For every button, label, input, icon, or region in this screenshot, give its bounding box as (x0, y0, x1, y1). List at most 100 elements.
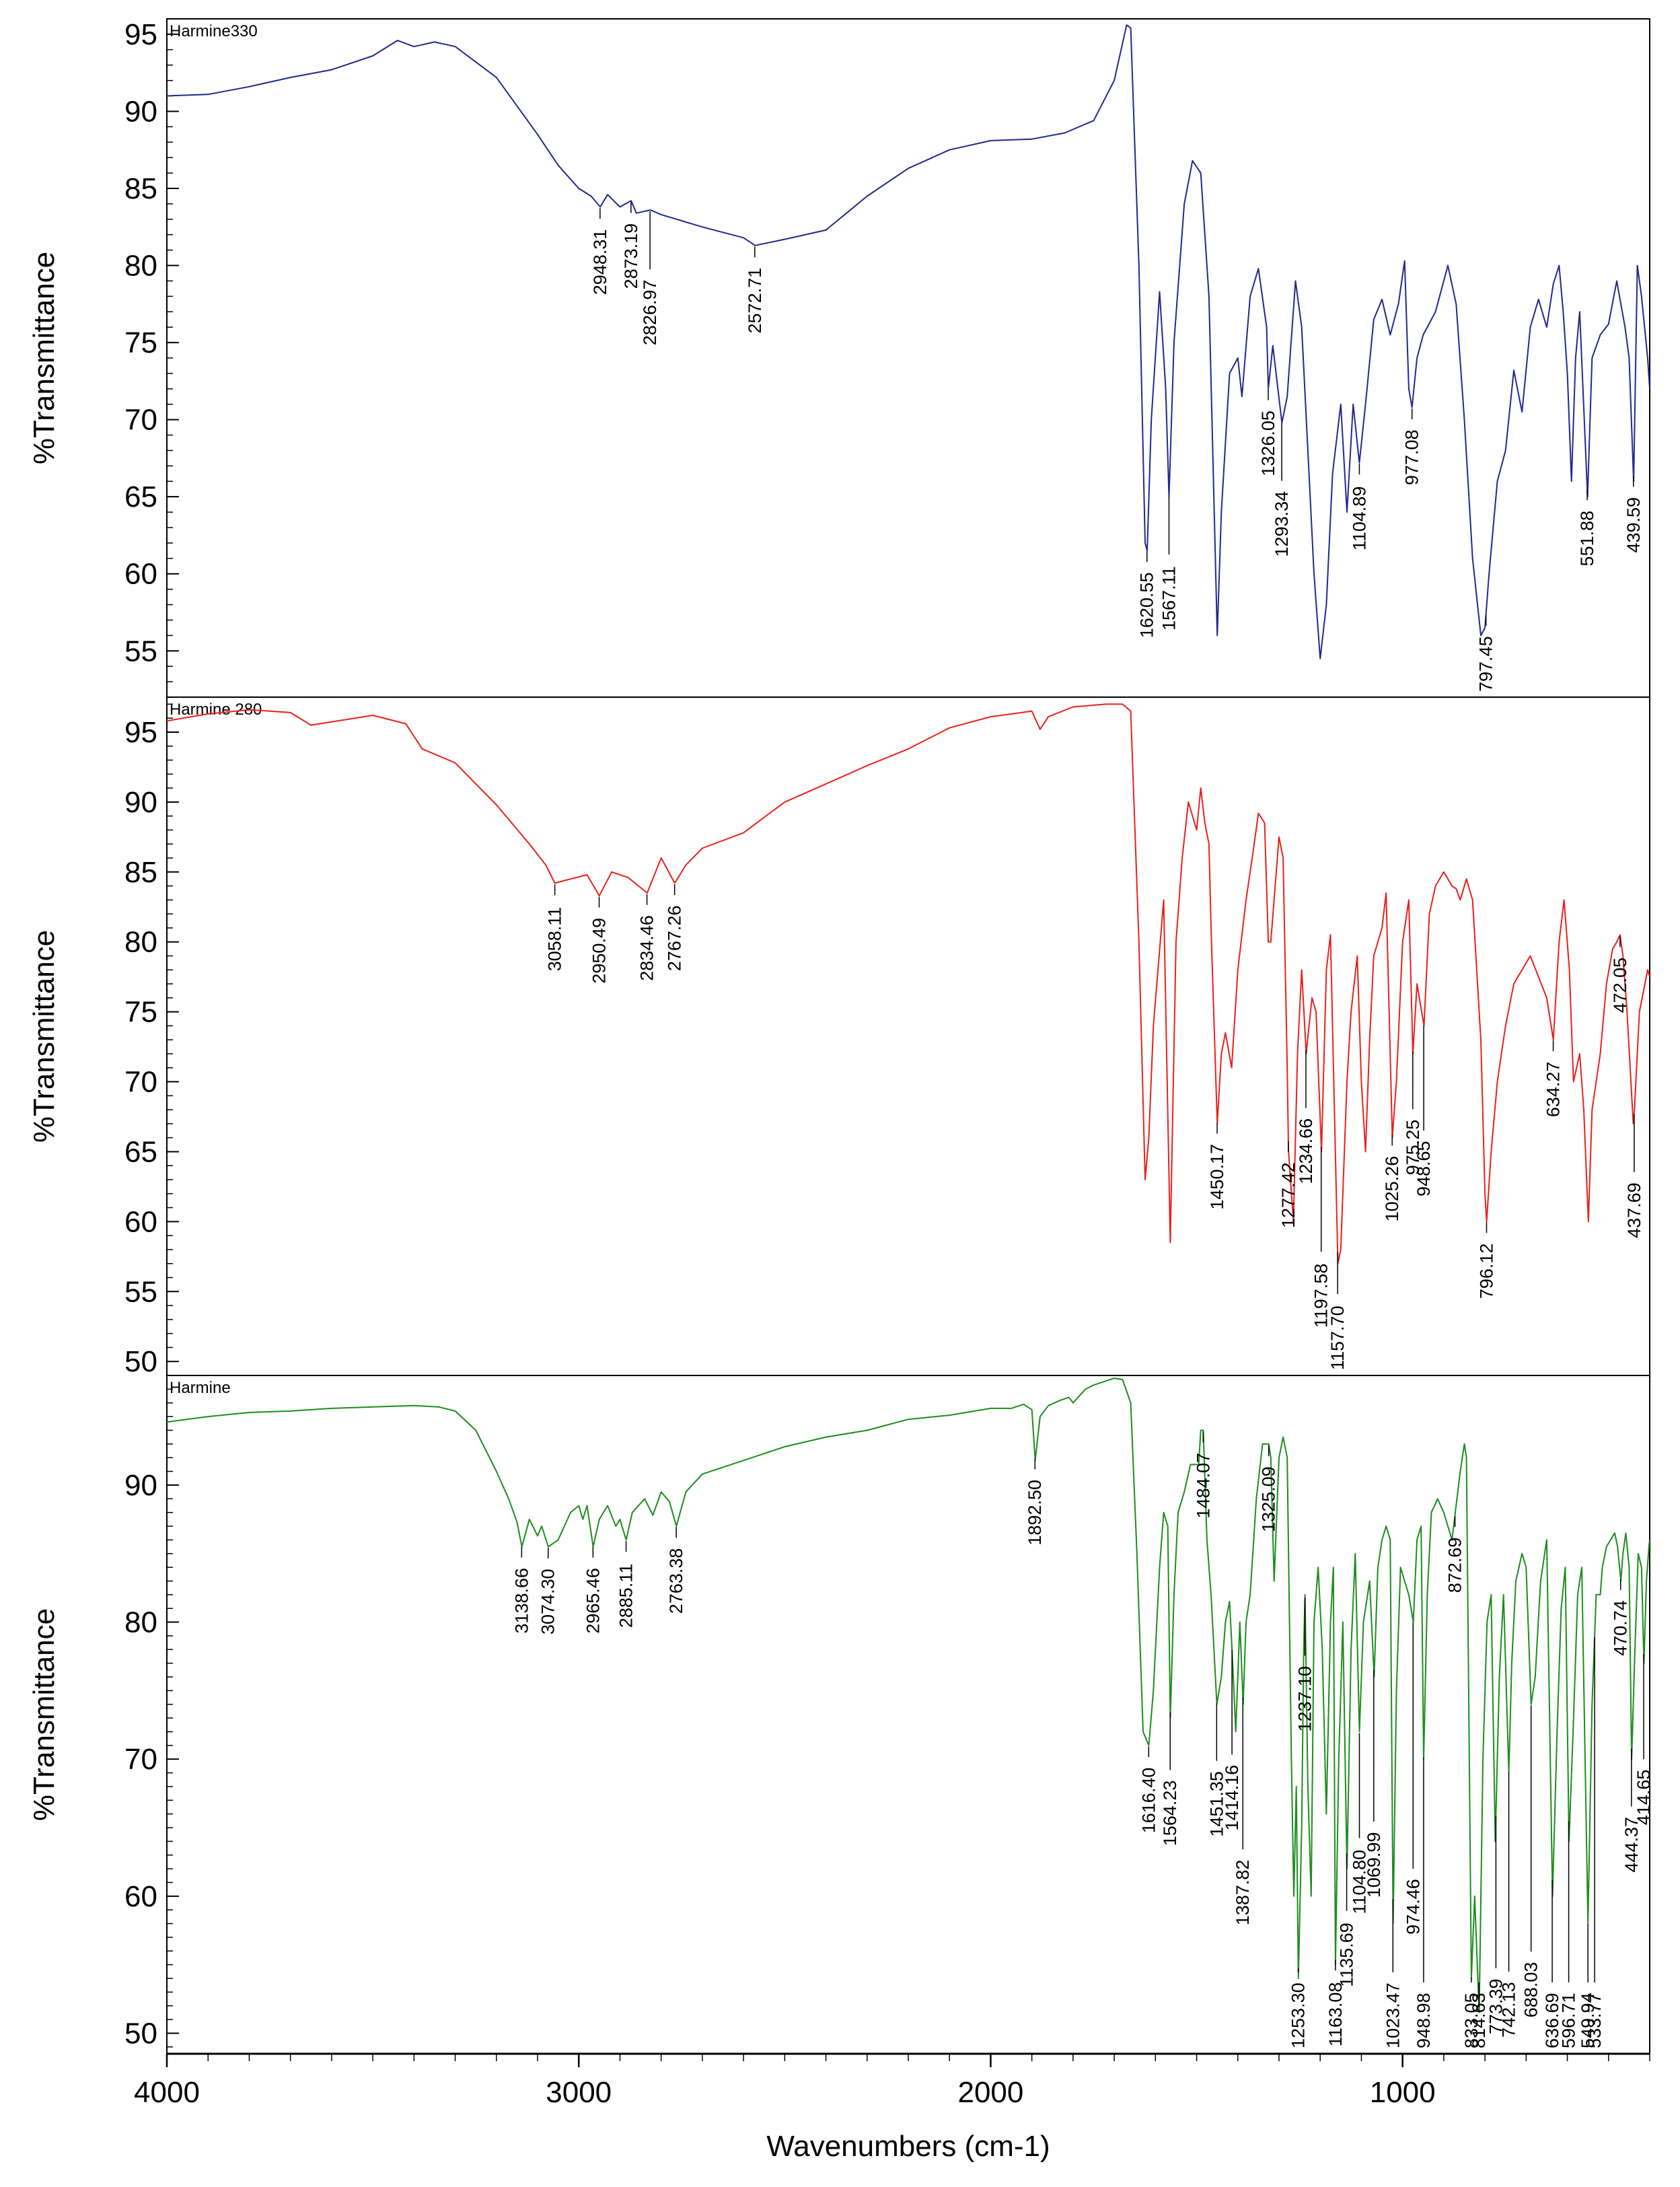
peak-label: 1616.40 (1138, 1768, 1159, 1834)
peak-label: 2763.38 (666, 1548, 686, 1614)
peak-label: 948.98 (1414, 1993, 1434, 2048)
y-tick-label: 65 (124, 480, 157, 513)
y-tick-label: 65 (124, 1135, 157, 1168)
peak-label: 2948.31 (590, 229, 610, 295)
spectrum-panel: 50 60 70 80 90 %Transmittance Harmine 3138.66 30… (28, 1375, 1654, 2054)
y-tick-label: 95 (124, 18, 157, 51)
y-tick-label: 60 (124, 1205, 157, 1238)
x-tick-label: 3000 (546, 2076, 612, 2109)
y-tick-label: 90 (124, 1469, 157, 1502)
y-tick-label: 80 (124, 250, 157, 283)
peak-label: 1197.58 (1311, 1264, 1331, 1328)
y-tick-label: 55 (124, 635, 157, 668)
peak-label: 549.94 (1578, 1993, 1598, 2048)
y-tick-label: 55 (124, 1275, 157, 1308)
peak-label: 1484.07 (1193, 1453, 1213, 1519)
peak-label: 2767.26 (665, 906, 685, 972)
peak-label: 470.74 (1611, 1600, 1631, 1656)
peak-label: 444.37 (1621, 1817, 1642, 1873)
peak-label: 1387.82 (1233, 1860, 1253, 1926)
y-tick-label: 75 (124, 996, 157, 1029)
y-tick-label: 85 (124, 172, 157, 205)
peak-label: 2826.97 (640, 280, 660, 346)
peak-label: 1450.17 (1207, 1144, 1227, 1210)
peak-label: 948.65 (1414, 1141, 1434, 1196)
peak-label: 1163.08 (1325, 1982, 1346, 2047)
x-tick-label: 2000 (957, 2076, 1023, 2109)
peak-label: 1069.99 (1364, 1832, 1384, 1898)
peak-label: 2885.11 (616, 1564, 636, 1628)
peak-label: 2873.19 (621, 223, 641, 289)
peak-label: 742.13 (1499, 1982, 1519, 2038)
y-tick-label: 95 (124, 716, 157, 749)
y-tick-label: 85 (124, 856, 157, 889)
y-tick-label: 90 (124, 786, 157, 819)
spectrum-panel: 50556065707580859095%TransmittanceHarmin… (28, 696, 1650, 1378)
peak-label: 2965.46 (583, 1568, 603, 1634)
y-axis-title: %Transmittance (28, 930, 61, 1143)
peak-label: 2950.49 (589, 918, 610, 984)
y-tick-label: 80 (124, 1606, 157, 1639)
peak-label: 1157.70 (1327, 1305, 1348, 1370)
peak-label: 974.46 (1403, 1879, 1423, 1935)
peak-label: 1326.05 (1258, 410, 1278, 476)
peak-label: 472.05 (1610, 958, 1630, 1013)
peak-label: 977.08 (1402, 429, 1422, 485)
peak-label: 872.69 (1445, 1538, 1465, 1593)
peak-label: 551.88 (1577, 511, 1597, 567)
spectrum-panel: 55 60 65 70 75 80 85 90 95 %Transmittance Harmine3… (28, 18, 1650, 698)
peak-label: 1104.80 (1350, 1850, 1370, 1914)
peak-label: 1620.55 (1137, 572, 1157, 638)
peak-label: 3138.66 (511, 1568, 532, 1634)
peak-label: 1023.47 (1383, 1982, 1403, 2048)
peak-label: 814.63 (1469, 1993, 1489, 2048)
peak-label: 596.71 (1559, 1993, 1579, 2048)
peak-label: 1237.10 (1295, 1666, 1315, 1732)
peak-label: 1564.23 (1160, 1781, 1180, 1847)
peak-label: 1451.35 (1206, 1771, 1227, 1837)
peak-label: 1277.42 (1278, 1162, 1299, 1228)
peak-label: 2572.71 (745, 268, 765, 334)
y-axis-title: %Transmittance (28, 252, 61, 464)
peak-label: 797.45 (1476, 636, 1496, 692)
spectrum-line (167, 703, 1650, 1264)
peak-label: 1234.66 (1296, 1118, 1316, 1184)
y-tick-label: 75 (124, 326, 157, 359)
peak-label: 796.12 (1476, 1244, 1496, 1299)
spectrum-line (167, 24, 1650, 659)
peak-label: 414.65 (1634, 1770, 1654, 1826)
peak-label: 636.69 (1542, 1993, 1562, 2048)
peak-label: 688.03 (1521, 1962, 1541, 2018)
peak-label: 439.59 (1623, 497, 1644, 553)
y-tick-label: 70 (124, 404, 157, 437)
y-tick-label: 60 (124, 1880, 157, 1913)
peak-label: 437.69 (1624, 1182, 1644, 1238)
x-axis-title: Wavenumbers (cm-1) (766, 2130, 1050, 2163)
peak-label: 1104.89 (1349, 487, 1369, 551)
series-label: Harmine (170, 1379, 231, 1397)
peak-label: 1892.50 (1025, 1480, 1045, 1546)
peak-label: 1325.09 (1259, 1466, 1279, 1532)
peak-label: 1025.26 (1382, 1156, 1402, 1222)
x-axis: 4000 3000 2000 1000 Wavenumbers (cm-1) (134, 2052, 1650, 2163)
y-axis-title: %Transmittance (28, 1608, 61, 1821)
peak-label: 533.77 (1584, 1993, 1605, 2048)
peak-label: 634.27 (1543, 1062, 1564, 1118)
peak-label: 773.39 (1486, 1978, 1506, 2034)
peak-label: 1567.11 (1159, 566, 1179, 631)
x-tick-label: 1000 (1370, 2076, 1436, 2109)
y-tick-label: 50 (124, 1345, 157, 1378)
spectrum-line (167, 1377, 1650, 2013)
y-tick-label: 60 (124, 558, 157, 591)
y-tick-label: 80 (124, 926, 157, 959)
peak-label: 833.05 (1461, 1993, 1482, 2048)
y-tick-label: 70 (124, 1066, 157, 1099)
peak-label: 1414.16 (1222, 1765, 1242, 1831)
peak-label: 3058.11 (545, 907, 565, 972)
peak-label: 1293.34 (1272, 491, 1292, 557)
peak-label: 1135.69 (1337, 1923, 1357, 1987)
peak-label: 1253.30 (1288, 1982, 1309, 2048)
y-tick-label: 50 (124, 2017, 157, 2050)
